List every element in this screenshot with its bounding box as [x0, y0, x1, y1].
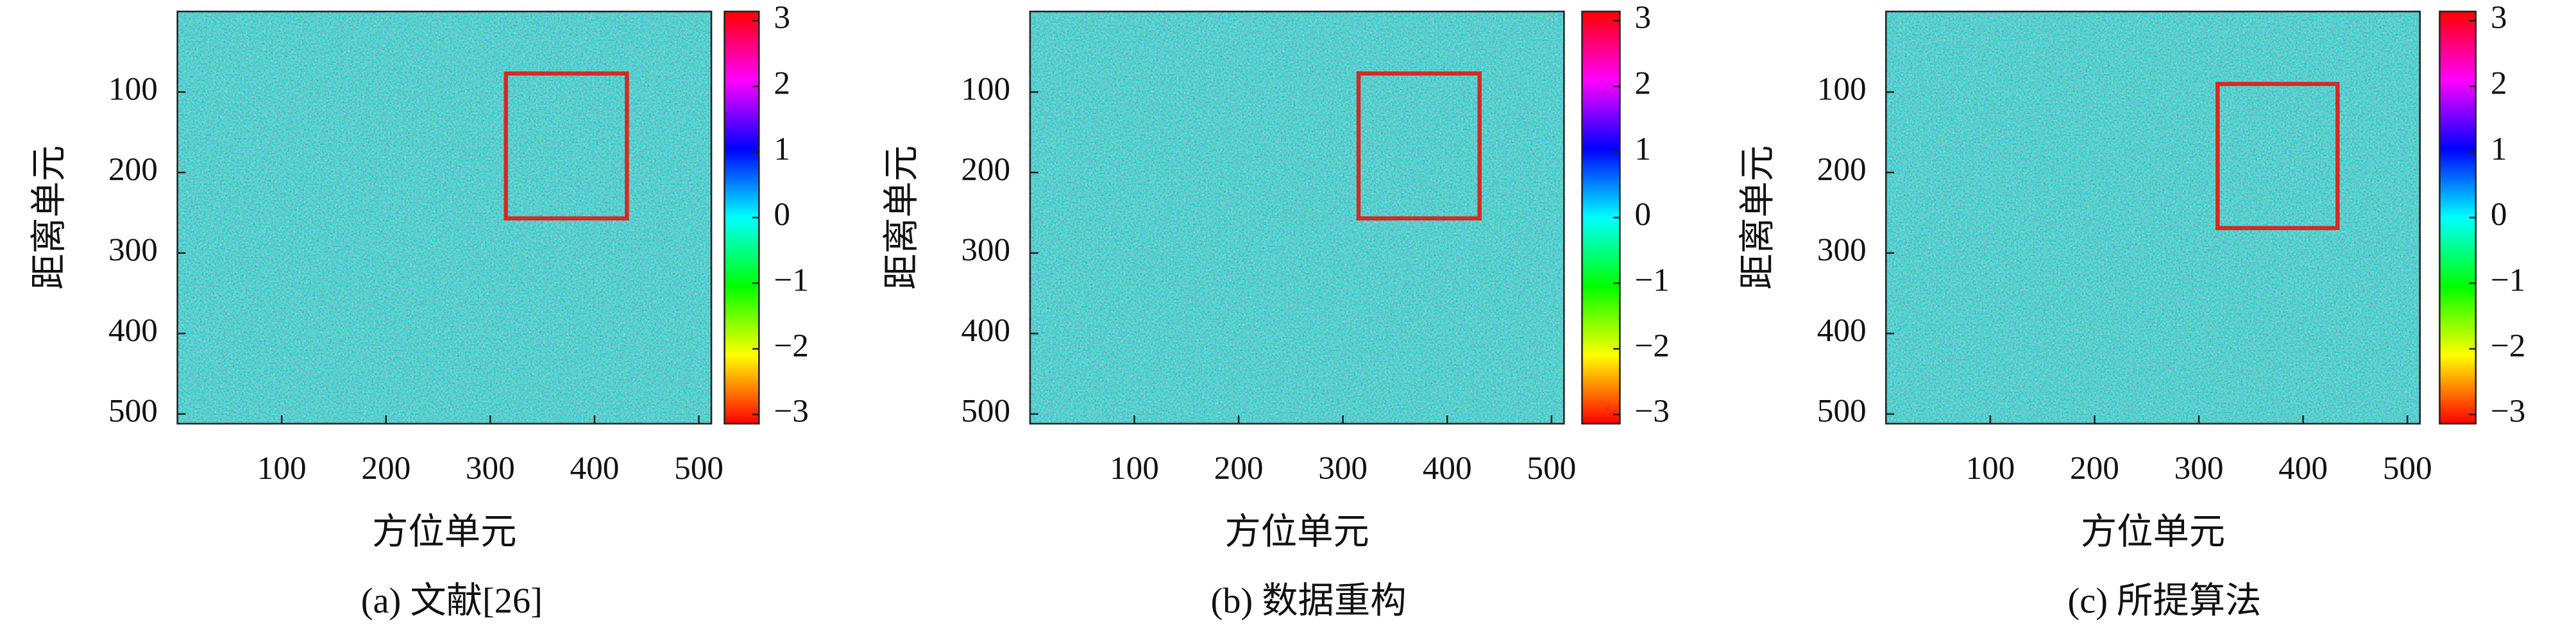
y-axis-label: 距离单元: [1738, 146, 1778, 290]
colorbar-tick-label: 2: [1634, 65, 1651, 101]
colorbar-tick-label: 3: [1634, 0, 1651, 36]
colorbar-tick-label: 1: [774, 131, 790, 167]
colorbar-tick-label: 1: [1634, 131, 1651, 167]
x-tick-label: 100: [257, 450, 307, 487]
x-tick-label: 200: [1214, 450, 1264, 487]
colorbar-tick-label: −3: [774, 393, 808, 430]
x-axis-label: 方位单元: [372, 512, 516, 552]
colorbar-tick-label: −2: [2491, 328, 2526, 364]
x-tick-label: 500: [674, 450, 724, 487]
y-tick-label: 200: [108, 151, 158, 188]
image-noise: [1886, 11, 2420, 424]
x-axis-label: 方位单元: [1224, 512, 1369, 552]
x-tick-label: 300: [2174, 450, 2224, 487]
y-tick-label: 300: [961, 231, 1010, 268]
x-tick-label: 100: [1965, 450, 2015, 487]
colorbar-tick-label: −1: [2491, 262, 2526, 298]
plot-frame: [176, 10, 713, 425]
colorbar-tick-label: 0: [774, 196, 790, 233]
caption: (c) 所提算法: [2067, 581, 2261, 621]
colorbar-tick-label: −3: [1634, 393, 1670, 430]
y-tick-label: 100: [1817, 71, 1867, 107]
x-axis-label: 方位单元: [2081, 512, 2225, 552]
colorbar-tick-label: 1: [2491, 131, 2507, 167]
y-tick-label: 100: [961, 71, 1010, 107]
highlight-box: [504, 71, 629, 221]
x-tick-label: 300: [466, 450, 515, 487]
image-noise: [1030, 11, 1564, 424]
colorbar-tick-label: −1: [1634, 262, 1670, 298]
y-axis-label: 距离单元: [30, 146, 69, 290]
x-tick-label: 400: [570, 450, 620, 487]
y-tick-label: 400: [961, 312, 1010, 349]
x-tick-label: 200: [361, 450, 411, 487]
x-tick-label: 100: [1110, 450, 1159, 487]
colorbar-tick-label: 0: [1634, 196, 1651, 233]
x-tick-label: 400: [2278, 450, 2328, 487]
colorbar-tick-label: 2: [2491, 65, 2507, 101]
x-tick-label: 400: [1423, 450, 1472, 487]
y-tick-label: 400: [1817, 312, 1867, 349]
plot-frame: [1885, 10, 2421, 425]
y-tick-label: 500: [1817, 392, 1867, 429]
y-tick-label: 400: [108, 312, 158, 349]
y-tick-label: 500: [108, 392, 158, 429]
y-tick-label: 200: [961, 151, 1010, 188]
plot-frame: [1029, 10, 1565, 425]
caption: (b) 数据重构: [1210, 581, 1406, 621]
x-tick-label: 300: [1318, 450, 1368, 487]
colorbar-tick-label: −2: [1634, 328, 1670, 364]
y-tick-label: 300: [108, 231, 158, 268]
y-axis-label: 距离单元: [882, 146, 922, 290]
colorbar-tick-label: 3: [774, 0, 790, 36]
y-tick-label: 100: [108, 71, 158, 107]
colorbar-tick-label: 0: [2491, 196, 2507, 233]
highlight-box: [1356, 71, 1482, 221]
caption: (a) 文献[26]: [361, 581, 543, 621]
colorbar-tick-label: −2: [774, 328, 808, 364]
colorbar-tick-label: 3: [2491, 0, 2507, 36]
colorbar-tick-label: −3: [2491, 393, 2526, 430]
x-tick-label: 500: [1527, 450, 1576, 487]
highlight-box: [2216, 81, 2340, 230]
x-tick-label: 200: [2070, 450, 2119, 487]
colorbar-tick-label: 2: [774, 65, 790, 101]
image-noise: [177, 11, 712, 424]
colorbar-tick-label: −1: [774, 262, 808, 298]
y-tick-label: 500: [961, 392, 1010, 429]
y-tick-label: 200: [1817, 151, 1867, 188]
y-tick-label: 300: [1817, 231, 1867, 268]
x-tick-label: 500: [2383, 450, 2432, 487]
